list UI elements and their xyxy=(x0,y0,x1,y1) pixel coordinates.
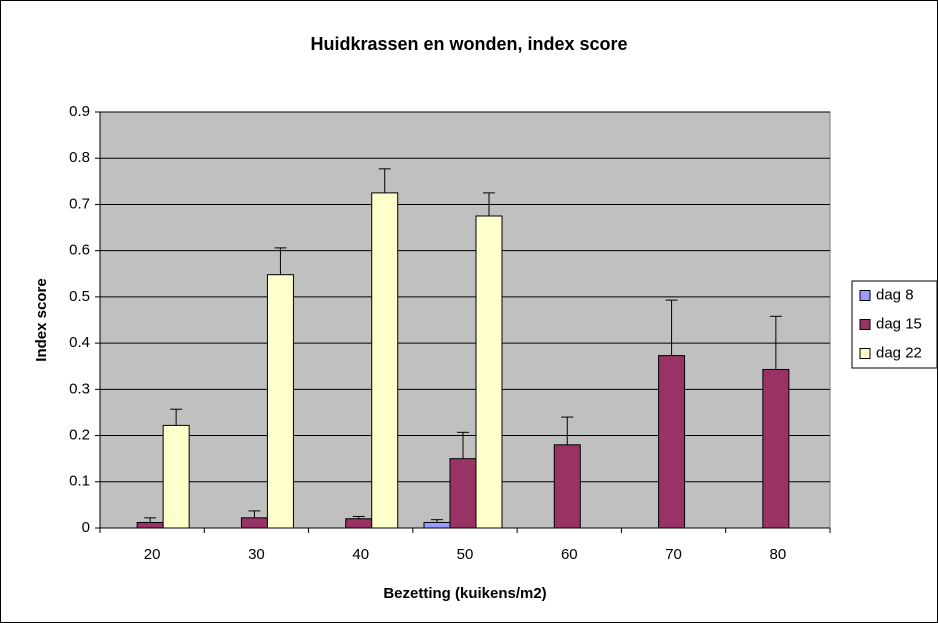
bar xyxy=(423,521,451,529)
y-tick-label: 0.3 xyxy=(69,380,90,397)
x-tick-label: 70 xyxy=(665,546,682,563)
x-tick-label: 60 xyxy=(561,546,578,563)
legend-label: dag 22 xyxy=(876,344,922,361)
y-tick-label: 0.8 xyxy=(69,149,90,166)
y-tick-label: 0.7 xyxy=(69,195,90,212)
x-tick-label: 40 xyxy=(352,546,369,563)
y-tick-label: 0.6 xyxy=(69,242,90,259)
y-tick-label: 0.1 xyxy=(69,473,90,490)
chart-title: Huidkrassen en wonden, index score xyxy=(310,34,627,54)
y-tick-label: 0.4 xyxy=(69,334,90,351)
legend-swatch xyxy=(859,290,871,301)
bar xyxy=(449,458,477,529)
y-tick-label: 0.2 xyxy=(69,427,90,444)
x-tick-label: 20 xyxy=(144,546,161,563)
y-tick-label: 0.9 xyxy=(69,103,90,120)
bar xyxy=(136,521,164,529)
x-tick-label: 30 xyxy=(248,546,265,563)
legend-label: dag 8 xyxy=(876,286,914,303)
legend-swatch xyxy=(859,348,871,359)
y-axis-title: Index score xyxy=(33,278,50,361)
y-tick-label: 0 xyxy=(82,519,90,536)
x-axis-title: Bezetting (kuikens/m2) xyxy=(383,585,546,602)
legend-label: dag 15 xyxy=(876,315,922,332)
bar xyxy=(762,368,790,529)
bar xyxy=(553,444,581,529)
bar xyxy=(266,274,294,529)
x-tick-label: 50 xyxy=(457,546,474,563)
y-tick-label: 0.5 xyxy=(69,288,90,305)
bar xyxy=(162,424,190,529)
bar xyxy=(475,215,503,529)
x-tick-label: 80 xyxy=(770,546,787,563)
legend-swatch xyxy=(859,319,871,330)
bar xyxy=(345,518,373,529)
bar xyxy=(658,355,686,529)
bar xyxy=(371,192,399,529)
bar xyxy=(240,517,268,529)
